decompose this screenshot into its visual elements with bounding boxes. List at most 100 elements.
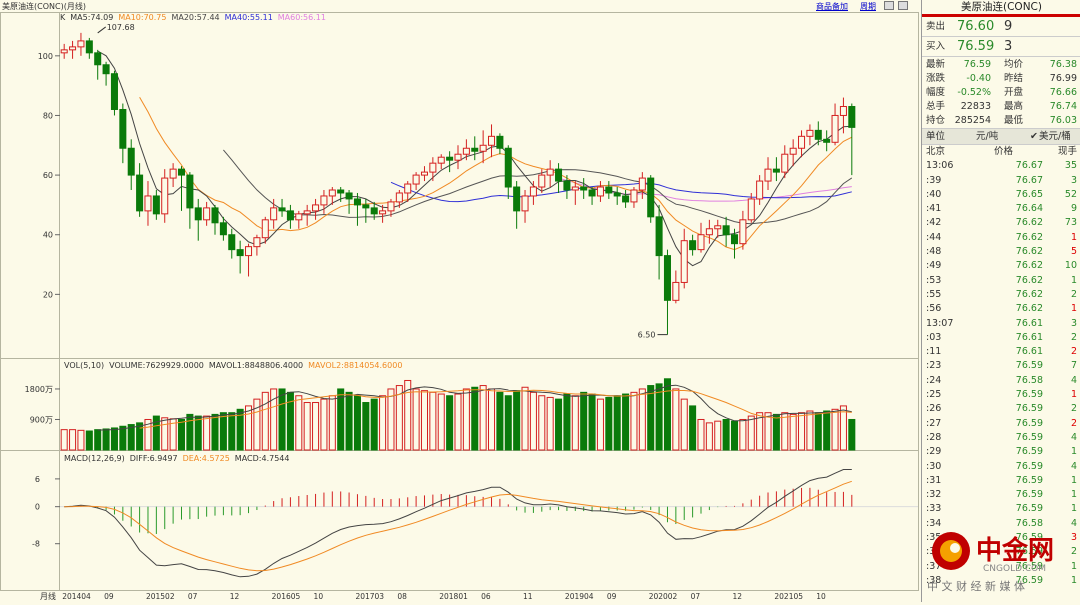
volume-bar xyxy=(186,413,194,451)
tick-qty: 4 xyxy=(1070,374,1077,386)
tick-qty: 1 xyxy=(1070,574,1077,586)
volume-bar xyxy=(320,398,328,451)
tick-row[interactable]: :39 76.67 3 xyxy=(922,174,1080,188)
stats-l1: 总手 xyxy=(926,101,946,112)
tick-row[interactable]: :42 76.62 73 xyxy=(922,216,1080,230)
tick-price: 76.59 xyxy=(1015,403,1043,415)
mavol2-line xyxy=(139,389,852,429)
tick-qty: 1 xyxy=(1070,303,1077,315)
ticks-list[interactable]: 13:06 76.67 35:39 76.67 3:40 76.65 52:41 76.64 9… xyxy=(922,159,1080,588)
check-icon: ✔ xyxy=(1030,131,1038,142)
candle-body xyxy=(152,195,160,215)
tick-row[interactable]: :37 76.59 1 xyxy=(922,560,1080,574)
buy-quote[interactable]: 买入 76.59 3 xyxy=(922,37,1080,57)
tick-qty: 1 xyxy=(1070,560,1077,572)
tick-price: 76.62 xyxy=(1015,288,1043,300)
stats-l1: 涨跌 xyxy=(926,73,946,84)
period-link[interactable]: 周期 xyxy=(860,2,876,11)
candle-body xyxy=(798,135,806,149)
tick-row[interactable]: :26 76.59 2 xyxy=(922,402,1080,416)
tick-row[interactable]: :23 76.59 7 xyxy=(922,359,1080,373)
tick-row[interactable]: :29 76.59 1 xyxy=(922,445,1080,459)
tick-row[interactable]: :32 76.59 1 xyxy=(922,488,1080,502)
tick-time: :42 xyxy=(926,217,942,229)
volume-bar xyxy=(462,388,470,451)
volume-bar xyxy=(672,388,680,451)
tick-price: 76.61 xyxy=(1015,317,1043,329)
tick-row[interactable]: :34 76.58 4 xyxy=(922,517,1080,531)
tick-row[interactable]: :03 76.61 2 xyxy=(922,331,1080,345)
tick-row[interactable]: :33 76.59 1 xyxy=(922,502,1080,516)
candle-body xyxy=(563,180,571,191)
candle-body xyxy=(228,234,236,251)
volume-bar xyxy=(513,390,521,451)
window-alt-icon[interactable] xyxy=(898,1,908,10)
unit-row[interactable]: 单位 元/吨 ✔ 美元/桶 xyxy=(922,128,1080,145)
tick-row[interactable]: :31 76.59 1 xyxy=(922,474,1080,488)
candle-body xyxy=(312,204,320,212)
tick-row[interactable]: 13:06 76.67 35 xyxy=(922,159,1080,173)
ma20-line xyxy=(223,149,853,225)
candle-body xyxy=(462,147,470,155)
tick-row[interactable]: :53 76.62 1 xyxy=(922,274,1080,288)
vol-legend-item: VOL(5,10) xyxy=(64,361,105,370)
tick-row[interactable]: :55 76.62 2 xyxy=(922,288,1080,302)
candle-body xyxy=(437,156,445,164)
tick-row[interactable]: :11 76.61 2 xyxy=(922,345,1080,359)
watermark-logo: 中金网 CNGOLD.COM 中 文 财 经 新 媒 体 xyxy=(921,520,1080,602)
candle-body xyxy=(94,52,102,66)
tick-row[interactable]: :28 76.59 4 xyxy=(922,431,1080,445)
tick-row[interactable]: :49 76.62 10 xyxy=(922,259,1080,273)
tick-time: :23 xyxy=(926,360,942,372)
volume-bar xyxy=(253,398,261,451)
window-icon[interactable] xyxy=(884,1,894,10)
tick-qty: 2 xyxy=(1070,288,1077,300)
volume-bar xyxy=(764,412,772,451)
volume-bar xyxy=(588,393,596,451)
tick-price: 76.67 xyxy=(1015,160,1043,172)
tick-time: :24 xyxy=(926,374,942,386)
tick-qty: 1 xyxy=(1070,489,1077,501)
ticks-header: 北京 价格 现手 xyxy=(922,145,1080,159)
volume-bar xyxy=(353,395,361,451)
candle-body xyxy=(328,189,336,197)
volume-bar xyxy=(471,386,479,451)
volume-bar xyxy=(245,405,253,451)
tick-row[interactable]: :30 76.59 4 xyxy=(922,460,1080,474)
tick-row[interactable]: 13:07 76.61 3 xyxy=(922,317,1080,331)
quote-panel: 美原油连(CONC) 卖出 76.60 9 买入 76.59 3 最新 76.59… xyxy=(921,0,1080,602)
tick-row[interactable]: :25 76.59 1 xyxy=(922,388,1080,402)
tick-time: :34 xyxy=(926,517,942,529)
volume-bar xyxy=(303,402,311,451)
ma-legend-item: MA40:55.11 xyxy=(224,13,273,22)
candle-body xyxy=(261,219,269,239)
tick-row[interactable]: :24 76.58 4 xyxy=(922,374,1080,388)
volume-bar xyxy=(152,415,160,451)
stats-v2: 76.66 xyxy=(1049,87,1077,98)
tick-row[interactable]: :44 76.62 1 xyxy=(922,231,1080,245)
ticks-header-time: 北京 xyxy=(926,146,946,157)
candle-body xyxy=(370,207,378,215)
unit-alt[interactable]: 美元/桶 xyxy=(1039,131,1071,142)
sell-quote[interactable]: 卖出 76.60 9 xyxy=(922,17,1080,37)
volume-bar xyxy=(722,418,730,451)
volume-bar xyxy=(362,402,370,451)
tick-price: 76.59 xyxy=(1015,489,1043,501)
tick-row[interactable]: :38 76.59 1 xyxy=(922,574,1080,588)
annotation-leader xyxy=(97,26,107,34)
tick-row[interactable]: :48 76.62 5 xyxy=(922,245,1080,259)
chart-area[interactable]: 美原油连(CONC)(月线) 商品备加 周期 K MA5:74.09 MA10:70… xyxy=(0,0,920,602)
tick-row[interactable]: :40 76.65 52 xyxy=(922,188,1080,202)
tick-row[interactable]: :27 76.59 2 xyxy=(922,417,1080,431)
stats-v1: 22833 xyxy=(960,101,991,112)
candle-body xyxy=(588,189,596,197)
add-commodity-link[interactable]: 商品备加 xyxy=(816,2,848,11)
tick-row[interactable]: :56 76.62 1 xyxy=(922,302,1080,316)
tick-row[interactable]: :35 76.59 3 xyxy=(922,531,1080,545)
tick-time: :48 xyxy=(926,246,942,258)
unit-value[interactable]: 元/吨 xyxy=(976,131,999,142)
x-tick-label: 10 xyxy=(314,592,324,601)
tick-row[interactable]: :41 76.64 9 xyxy=(922,202,1080,216)
candle-body xyxy=(714,225,722,230)
